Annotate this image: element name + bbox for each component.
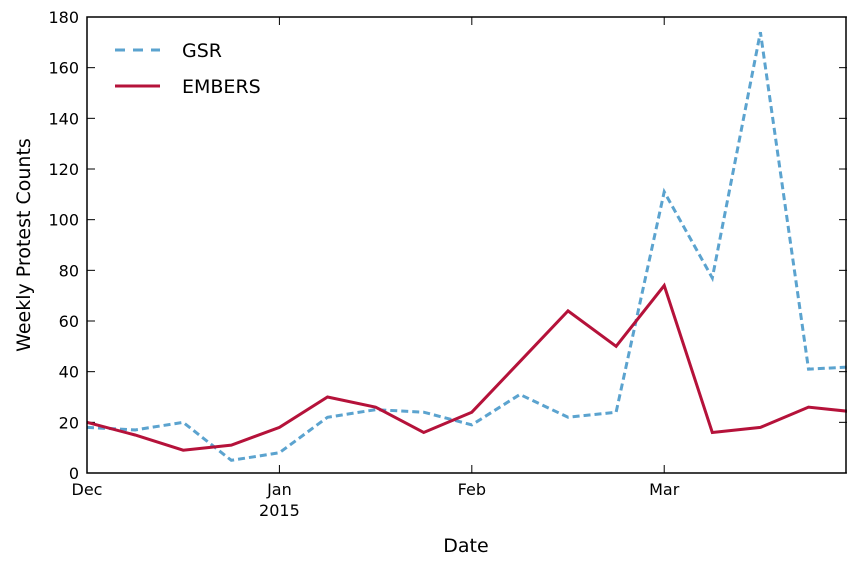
y-tick-label: 40 [59, 363, 79, 382]
y-tick-label: 160 [48, 59, 79, 78]
y-tick-label: 180 [48, 8, 79, 27]
x-tick-label: Feb [458, 480, 486, 499]
y-tick-label: 100 [48, 211, 79, 230]
x-tick-label: Dec [72, 480, 103, 499]
legend-label: GSR [182, 40, 222, 62]
y-tick-label: 80 [59, 261, 79, 280]
plot-frame [86, 16, 847, 474]
series-line [87, 282, 847, 452]
x-tick-year: 2015 [259, 501, 300, 520]
y-tick-label: 140 [48, 109, 79, 128]
x-axis-label: Date [443, 535, 488, 557]
y-tick-label: 60 [59, 312, 79, 331]
y-tick-label: 120 [48, 160, 79, 179]
y-axis-label: Weekly Protest Counts [13, 138, 35, 352]
legend-label: EMBERS [182, 76, 261, 98]
x-tick-label: Mar [649, 480, 680, 499]
y-tick-label: 0 [69, 464, 79, 483]
y-tick-label: 20 [59, 413, 79, 432]
x-tick-label: Jan [266, 480, 292, 499]
plot-area [87, 31, 847, 462]
